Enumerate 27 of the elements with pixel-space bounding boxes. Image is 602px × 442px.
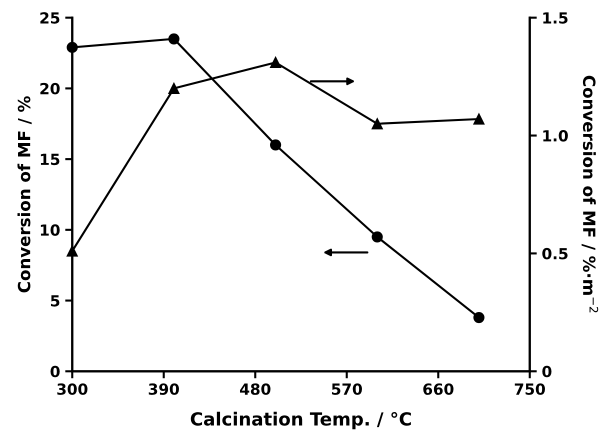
x-tick-label: 660 — [423, 383, 454, 395]
x-tick-label: 570 — [332, 383, 362, 395]
y-tick-label: 10 — [40, 224, 60, 236]
point — [372, 118, 383, 130]
x-tick-label: 390 — [148, 383, 179, 395]
point — [270, 56, 282, 68]
y2-tick-label: 1.5 — [543, 12, 568, 24]
y-tick-label: 0 — [50, 366, 60, 378]
y-tick-label: 25 — [40, 12, 60, 24]
x-tick-label: 750 — [514, 383, 545, 395]
y-axis-title: Conversion of MF / % — [17, 96, 32, 292]
y2-axis-title: Conversion of MF / %·m$^{−2}$ — [582, 76, 598, 312]
point — [168, 82, 180, 94]
y2-tick-label: 1.0 — [543, 130, 568, 142]
point — [372, 231, 383, 242]
y-tick-label: 20 — [40, 82, 60, 94]
point — [473, 113, 484, 125]
point — [168, 33, 180, 44]
point — [473, 312, 484, 324]
x-axis-title: Calcination Temp. / °C — [190, 412, 411, 430]
point — [270, 139, 282, 151]
y2-tick-label: 0.5 — [542, 248, 568, 260]
y-tick-label: 5 — [50, 295, 60, 307]
x-tick-label: 300 — [57, 383, 88, 395]
y2-tick-label: 0 — [542, 366, 552, 378]
y-tick-label: 15 — [40, 154, 60, 166]
x-tick-label: 480 — [240, 383, 270, 395]
